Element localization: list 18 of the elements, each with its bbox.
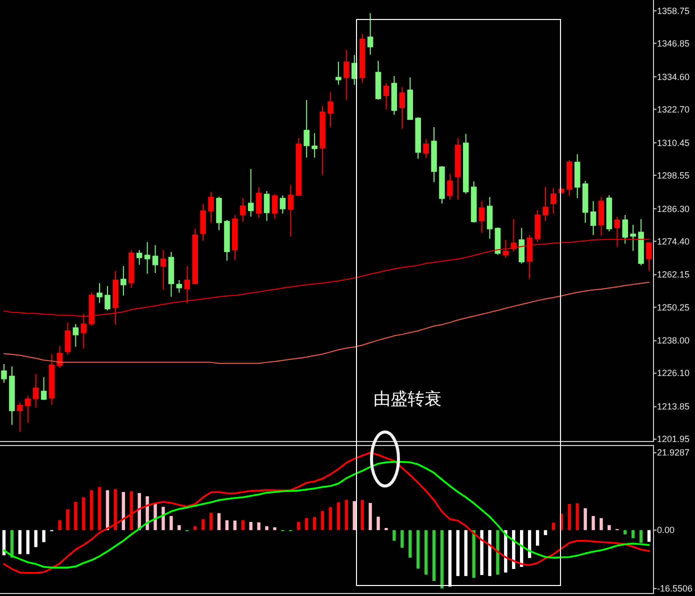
y-tick-label: 1334.60: [657, 72, 690, 82]
y-tick-label: 1201.95: [657, 434, 690, 444]
y-tick-label: 1310.45: [657, 138, 690, 148]
y-tick-label: -16.5506: [657, 584, 693, 594]
y-tick-label: 21.9287: [657, 448, 690, 458]
y-tick-label: 1250.25: [657, 302, 690, 312]
y-tick-label: 1274.40: [657, 236, 690, 246]
annotation: 由盛转衰: [373, 390, 442, 409]
y-tick-label: 1262.15: [657, 270, 690, 280]
y-tick-label: 1226.10: [657, 368, 690, 378]
y-tick-label: 0.00: [657, 525, 675, 536]
y-tick-label: 1238.00: [657, 336, 690, 346]
y-tick-label: 1298.55: [657, 170, 690, 180]
y-tick-label: 1358.75: [657, 6, 690, 16]
y-tick-label: 1322.70: [657, 104, 690, 114]
y-tick-label: 1213.85: [657, 402, 690, 412]
y-tick-label: 1346.85: [657, 38, 690, 48]
y-tick-label: 1286.30: [657, 204, 690, 214]
